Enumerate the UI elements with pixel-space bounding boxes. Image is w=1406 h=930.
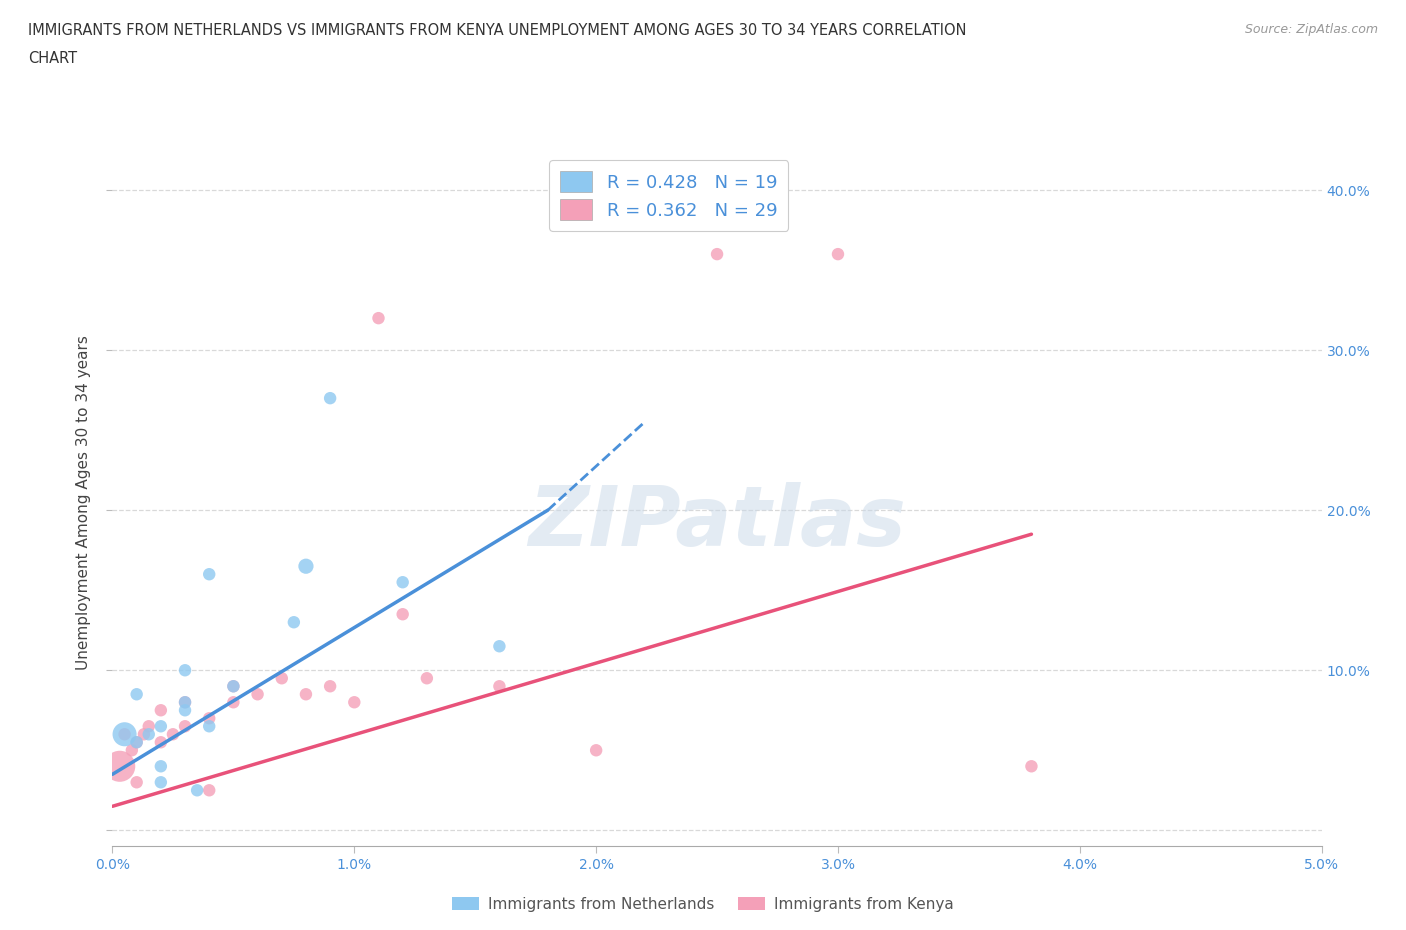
Point <box>319 679 342 694</box>
Point <box>132 727 155 742</box>
Point <box>174 695 197 710</box>
Point <box>125 735 148 750</box>
Point <box>391 606 413 621</box>
Point <box>295 687 318 702</box>
Point <box>149 719 172 734</box>
Point <box>585 743 607 758</box>
Point <box>186 783 208 798</box>
Text: ZIPatlas: ZIPatlas <box>529 483 905 564</box>
Point <box>125 775 148 790</box>
Point <box>198 783 221 798</box>
Point <box>108 759 131 774</box>
Point <box>114 727 136 742</box>
Point <box>121 743 143 758</box>
Point <box>198 719 221 734</box>
Point <box>138 719 160 734</box>
Point <box>343 695 366 710</box>
Point <box>270 671 292 685</box>
Point <box>488 639 510 654</box>
Point <box>174 663 197 678</box>
Point <box>125 735 148 750</box>
Point <box>246 687 269 702</box>
Point <box>174 695 197 710</box>
Point <box>174 703 197 718</box>
Text: CHART: CHART <box>28 51 77 66</box>
Point <box>198 566 221 581</box>
Point <box>222 679 245 694</box>
Point <box>149 775 172 790</box>
Point <box>198 711 221 725</box>
Point <box>222 679 245 694</box>
Point <box>149 735 172 750</box>
Legend: R = 0.428   N = 19, R = 0.362   N = 29: R = 0.428 N = 19, R = 0.362 N = 29 <box>550 160 789 231</box>
Point <box>149 759 172 774</box>
Point <box>367 311 389 325</box>
Point <box>114 727 136 742</box>
Point <box>391 575 413 590</box>
Point <box>138 727 160 742</box>
Point <box>222 695 245 710</box>
Point <box>416 671 439 685</box>
Point <box>174 719 197 734</box>
Y-axis label: Unemployment Among Ages 30 to 34 years: Unemployment Among Ages 30 to 34 years <box>76 335 91 670</box>
Text: IMMIGRANTS FROM NETHERLANDS VS IMMIGRANTS FROM KENYA UNEMPLOYMENT AMONG AGES 30 : IMMIGRANTS FROM NETHERLANDS VS IMMIGRANT… <box>28 23 966 38</box>
Point <box>706 246 728 261</box>
Point <box>827 246 849 261</box>
Point <box>295 559 318 574</box>
Legend: Immigrants from Netherlands, Immigrants from Kenya: Immigrants from Netherlands, Immigrants … <box>446 890 960 918</box>
Point <box>162 727 184 742</box>
Point <box>319 391 342 405</box>
Point <box>149 703 172 718</box>
Point <box>488 679 510 694</box>
Point <box>1021 759 1043 774</box>
Text: Source: ZipAtlas.com: Source: ZipAtlas.com <box>1244 23 1378 36</box>
Point <box>125 687 148 702</box>
Point <box>283 615 305 630</box>
